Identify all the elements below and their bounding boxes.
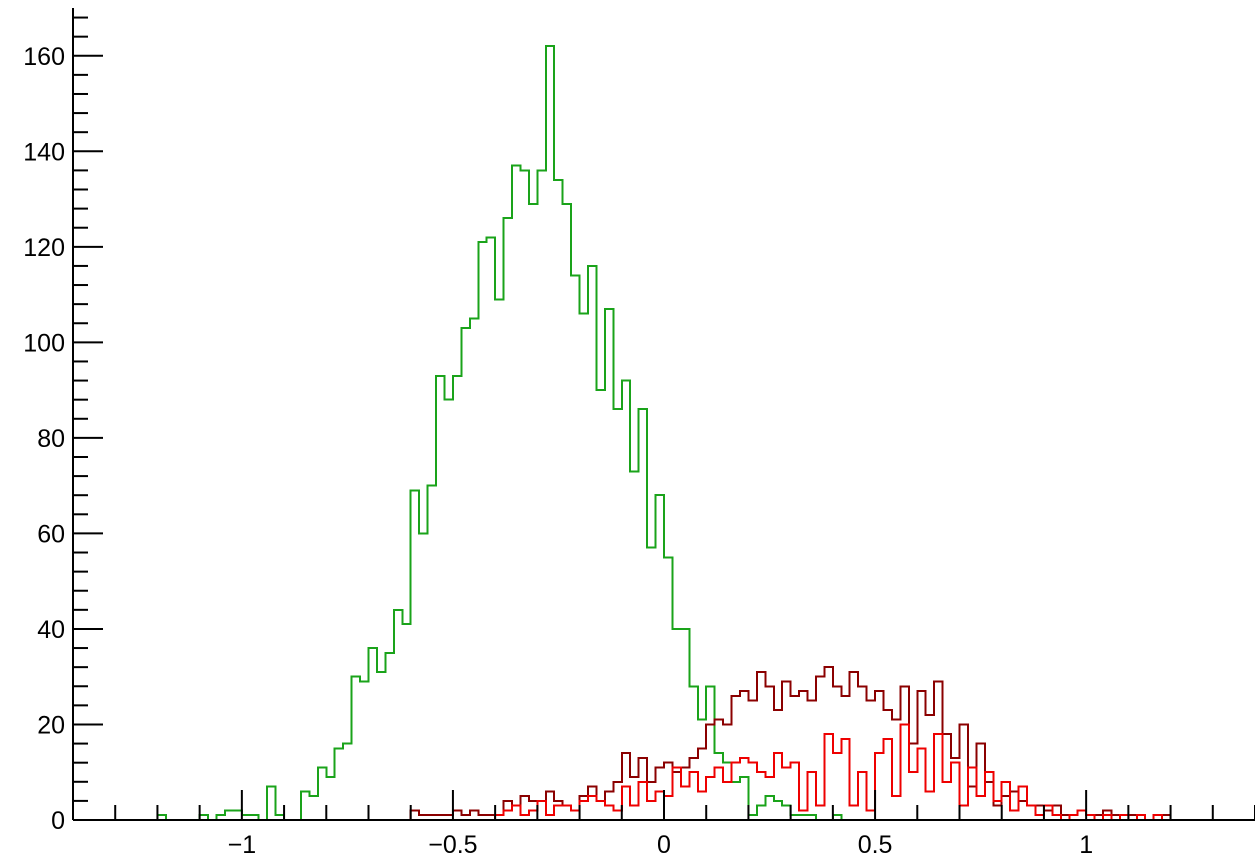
axis-layer: 0 20 40 60 80 100 120 140 160 −1 −0.5 0 0.5 1	[23, 8, 1255, 859]
y-tick-label: 60	[37, 520, 65, 548]
series-layer	[73, 45, 1255, 821]
x-tick-label: 0	[657, 831, 671, 858]
y-tick-label: 0	[51, 807, 65, 835]
y-tick-label: 80	[37, 425, 65, 453]
green-series	[73, 45, 1255, 821]
y-tick-label: 120	[23, 234, 65, 262]
x-tick-label: 0.5	[858, 831, 893, 858]
x-tick-label: −1	[228, 831, 257, 858]
y-tick-label: 160	[23, 43, 65, 71]
y-tick-label: 100	[23, 329, 65, 357]
y-tick-label: 140	[23, 138, 65, 166]
y-tick-label: 40	[37, 616, 65, 644]
x-tick-label: −0.5	[428, 831, 477, 858]
x-tick-label: 1	[1079, 831, 1093, 858]
y-tick-label: 20	[37, 711, 65, 739]
